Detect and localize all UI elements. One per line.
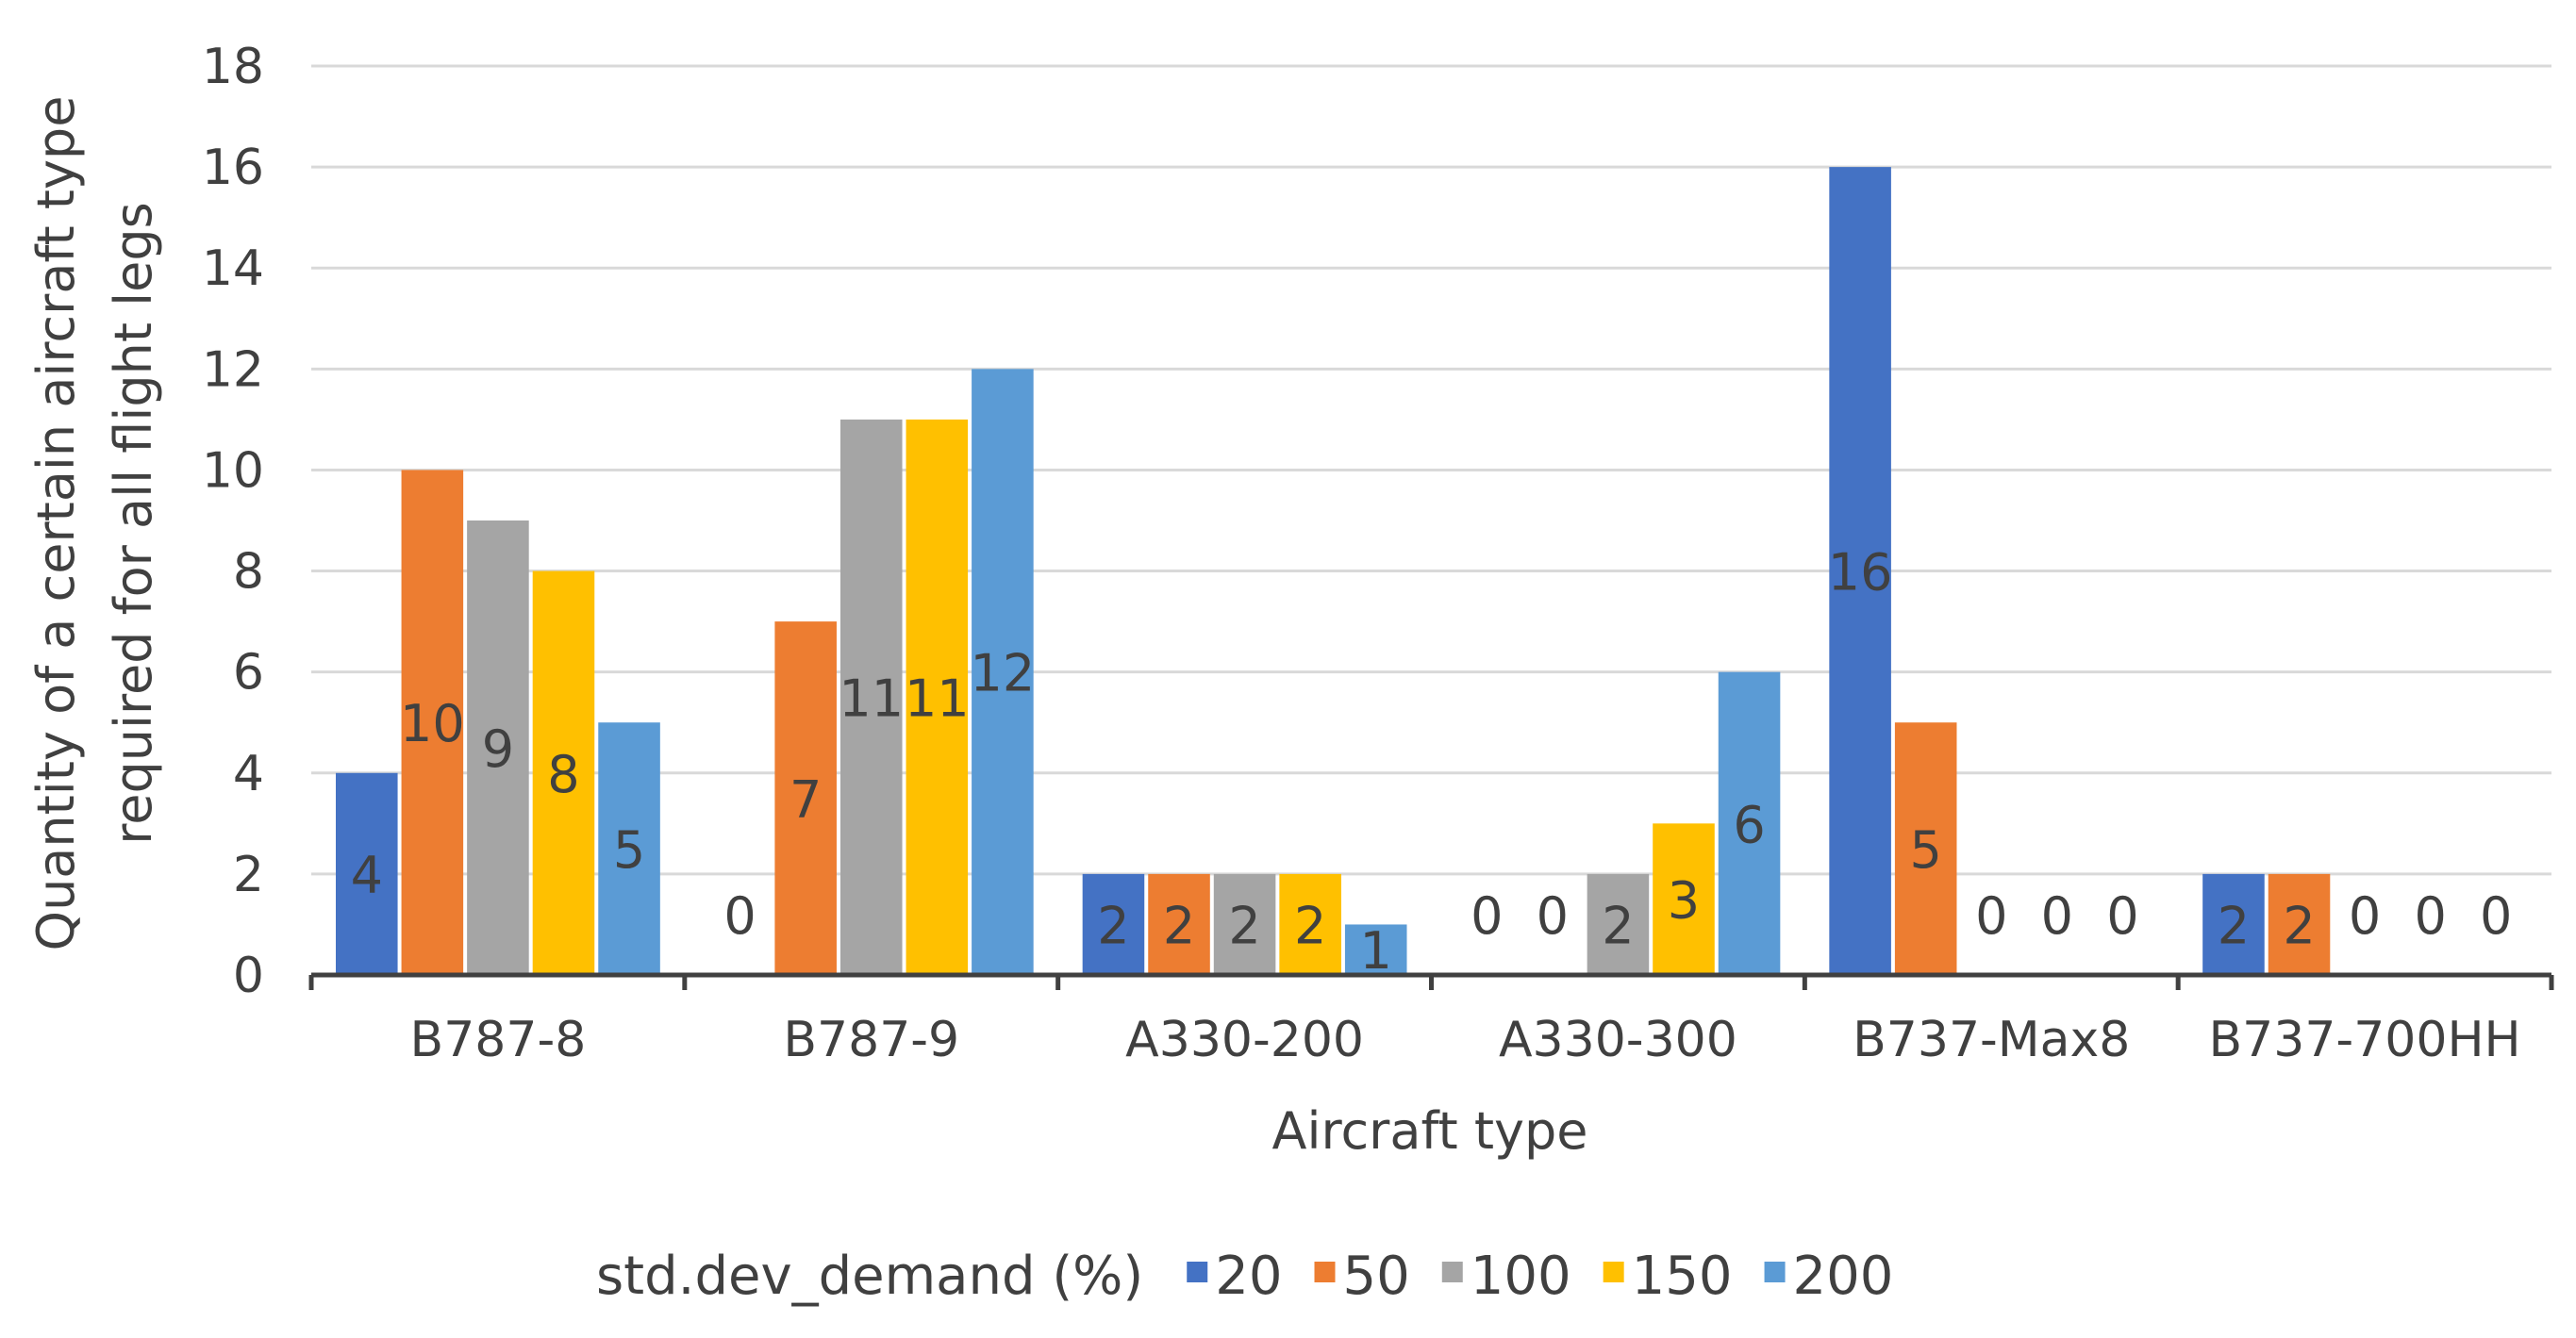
bar-20-B787-8 — [336, 772, 398, 975]
data-label: 0 — [1471, 886, 1503, 946]
gridlines — [311, 64, 2551, 876]
y-tick-label: 10 — [202, 442, 264, 499]
data-label: 2 — [1228, 896, 1260, 955]
bar-50-B737-Max8 — [1894, 722, 1957, 975]
y-axis-title-line-1: Quantity of a certain aircraft type — [26, 96, 86, 951]
y-axis-title-line-2: required for all flight legs — [104, 202, 163, 845]
data-label: 0 — [2041, 886, 2073, 946]
legend-label: 150 — [1632, 1246, 1733, 1307]
bars — [336, 167, 2331, 976]
data-label: 5 — [613, 820, 645, 880]
y-tick-label: 4 — [233, 746, 264, 802]
y-axis-ticks: 0 2 4 6 8 10 12 14 16 18 — [202, 39, 264, 1004]
y-tick-label: 2 — [233, 847, 264, 903]
legend-label: 200 — [1793, 1246, 1894, 1307]
y-tick-label: 12 — [202, 341, 264, 398]
x-tick-label: A330-200 — [1125, 1012, 1364, 1068]
data-label: 2 — [1602, 896, 1634, 955]
data-label: 0 — [723, 886, 756, 946]
x-tick-label: B737-700HH — [2209, 1012, 2521, 1068]
data-label: 0 — [2480, 886, 2512, 946]
legend-swatch-50 — [1314, 1262, 1336, 1282]
data-label: 2 — [1097, 896, 1129, 955]
data-label: 3 — [1668, 871, 1700, 931]
data-label: 2 — [2218, 896, 2250, 955]
data-label: 0 — [1975, 886, 2007, 946]
legend: std.dev_demand (%) 20 50 100 150 200 — [596, 1246, 1893, 1307]
data-label: 8 — [547, 745, 579, 804]
data-label: 4 — [351, 846, 383, 905]
data-label: 5 — [1910, 820, 1942, 880]
data-label: 6 — [1733, 795, 1765, 854]
x-axis: B787-8 B787-9 A330-200 A330-300 B737-Max8 B73… — [308, 972, 2554, 1068]
bar-100-A330-300 — [1587, 873, 1650, 975]
bar-150-A330-200 — [1279, 873, 1341, 975]
data-label: 2 — [2283, 896, 2315, 955]
legend-label: 50 — [1343, 1246, 1410, 1307]
data-label: 11 — [839, 669, 904, 728]
data-label: 0 — [2414, 886, 2446, 946]
data-label: 0 — [1537, 886, 1569, 946]
bar-200-B787-9 — [972, 369, 1034, 975]
y-tick-label: 8 — [233, 544, 264, 601]
data-label: 11 — [905, 669, 970, 728]
legend-swatch-20 — [1187, 1262, 1208, 1282]
bar-200-A330-200 — [1344, 924, 1407, 975]
x-tick-label: A330-300 — [1499, 1012, 1737, 1068]
data-label: 2 — [1294, 896, 1326, 955]
data-label: 9 — [482, 719, 514, 779]
x-tick-label: B737-Max8 — [1853, 1012, 2130, 1068]
y-tick-label: 6 — [233, 645, 264, 702]
bar-150-A330-300 — [1653, 823, 1715, 975]
data-label: 0 — [2106, 886, 2138, 946]
data-label: 16 — [1828, 543, 1893, 603]
y-tick-label: 16 — [202, 140, 264, 196]
bar-50-A330-200 — [1148, 873, 1210, 975]
bar-200-B787-8 — [598, 722, 660, 975]
bar-100-B787-9 — [839, 419, 903, 975]
bar-100-A330-200 — [1213, 873, 1276, 975]
legend-label: 20 — [1215, 1246, 1282, 1307]
legend-title: std.dev_demand (%) — [596, 1246, 1143, 1307]
bar-150-B787-9 — [906, 419, 969, 975]
y-tick-label: 18 — [202, 39, 264, 95]
legend-swatch-100 — [1441, 1262, 1463, 1282]
y-axis-title: Quantity of a certain aircraft type requ… — [26, 96, 163, 951]
bar-50-B737-700HH — [2268, 873, 2331, 975]
legend-swatch-150 — [1603, 1262, 1624, 1282]
y-tick-label: 14 — [202, 240, 264, 297]
bar-200-A330-300 — [1718, 671, 1781, 975]
x-tick-label: B787-9 — [783, 1012, 959, 1068]
legend-swatch-200 — [1764, 1262, 1786, 1282]
data-label: 7 — [789, 770, 822, 830]
bar-50-B787-8 — [401, 470, 464, 975]
bar-20-B737-Max8 — [1829, 167, 1891, 976]
y-tick-label: 0 — [233, 948, 264, 1004]
data-label: 0 — [2349, 886, 2381, 946]
data-label: 12 — [971, 644, 1036, 703]
data-label: 1 — [1360, 921, 1392, 981]
x-tick-label: B787-8 — [410, 1012, 587, 1068]
bar-150-B787-8 — [532, 570, 595, 975]
bar-20-B737-700HH — [2202, 873, 2265, 975]
data-label: 2 — [1163, 896, 1195, 955]
bar-20-A330-200 — [1082, 873, 1145, 975]
legend-label: 100 — [1471, 1246, 1571, 1307]
x-axis-title: Aircraft type — [1272, 1101, 1588, 1161]
data-label: 10 — [400, 694, 465, 753]
bar-100-B787-8 — [467, 520, 529, 975]
bar-50-B787-9 — [774, 621, 837, 975]
